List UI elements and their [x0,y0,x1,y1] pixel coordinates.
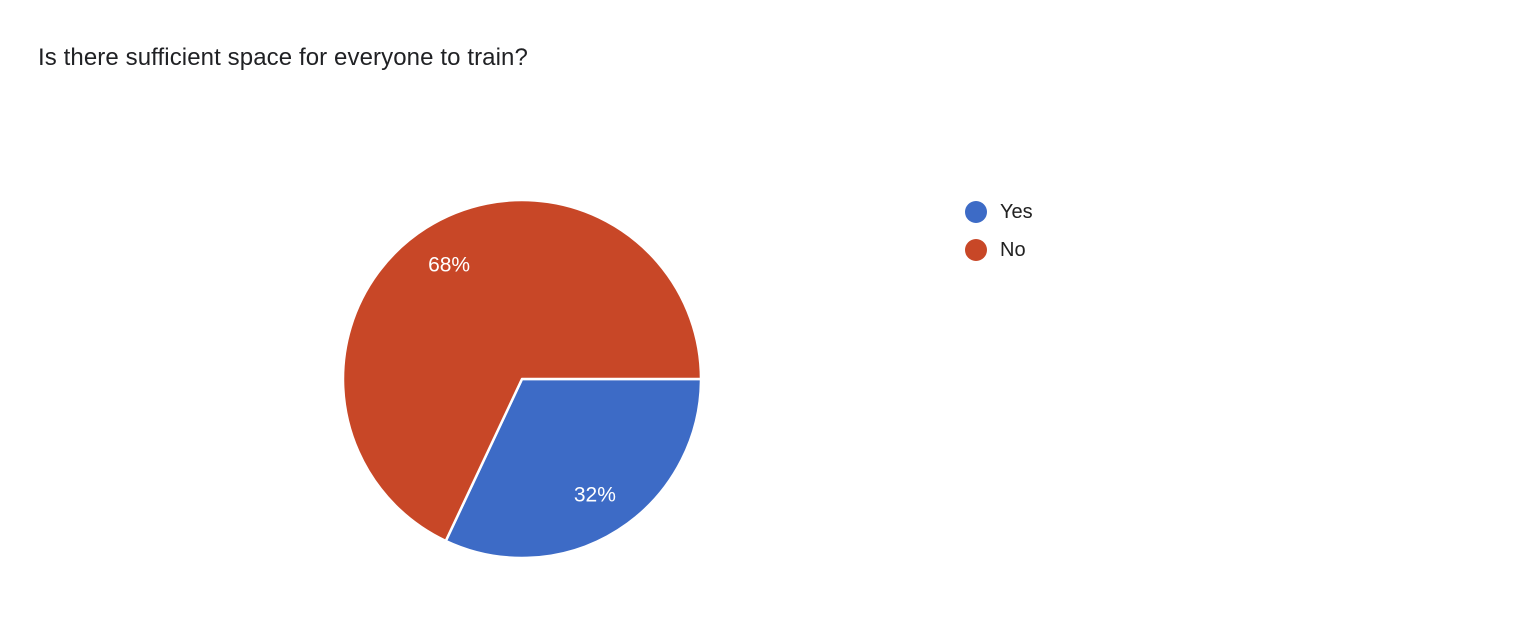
pie-chart-container: 32% 68% [332,189,712,569]
slice-value-label-yes: 32% [574,483,616,506]
slice-value-label-no: 68% [428,254,470,277]
legend-label: Yes [1000,200,1033,223]
legend-item-yes: Yes [965,199,1033,225]
chart-legend: Yes No [965,199,1033,275]
question-title: Is there sufficient space for everyone t… [38,44,528,71]
pie-slice-yes[interactable] [444,377,703,560]
legend-swatch-icon [965,201,987,223]
pie-chart: 32% 68% [341,198,703,560]
legend-item-no: No [965,237,1033,263]
pie-slice-no[interactable] [341,198,703,543]
legend-swatch-icon [965,239,987,261]
legend-label: No [1000,238,1026,261]
